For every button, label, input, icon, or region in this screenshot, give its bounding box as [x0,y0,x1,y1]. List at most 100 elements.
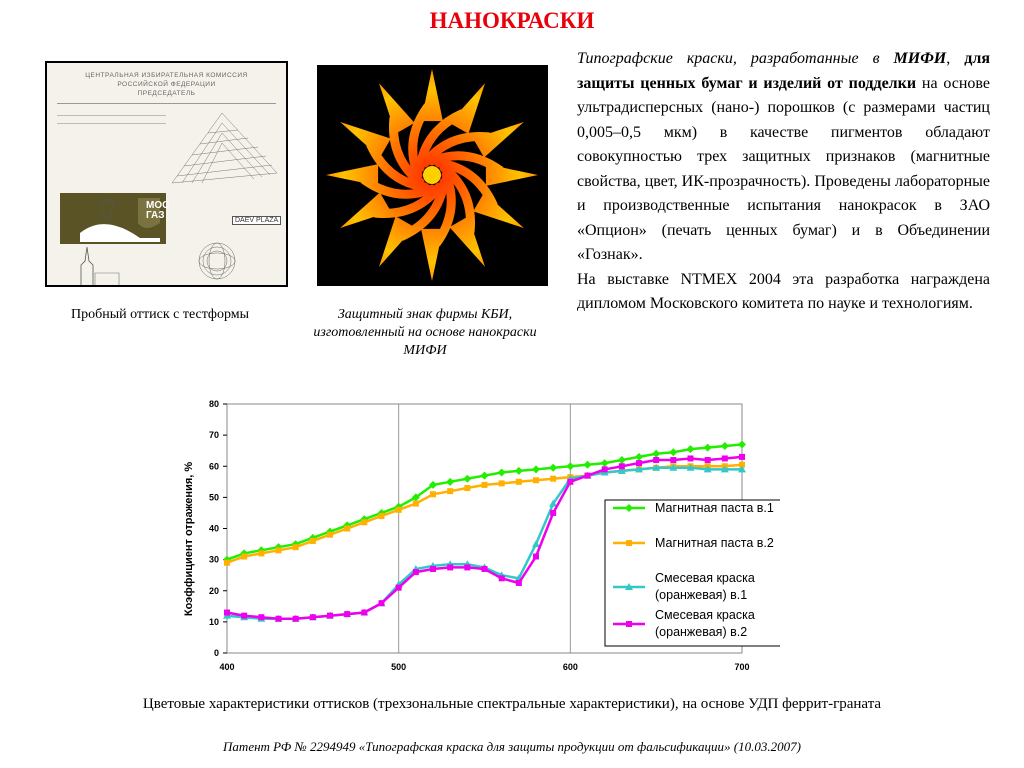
x-tick-label: 500 [391,662,406,672]
legend-label: (оранжевая) в.2 [655,625,747,639]
data-point [258,550,265,557]
data-point [686,463,695,471]
y-tick-label: 70 [209,430,219,440]
legend-marker [625,504,633,512]
data-point [687,455,694,462]
data-point [617,456,626,465]
data-point [361,519,368,526]
star-ray [449,83,485,134]
data-point [550,509,557,516]
header-line-2: РОССИЙСКОЙ ФЕДЕРАЦИИ [117,81,216,88]
data-point [669,463,678,471]
coat-of-arms-icon [100,198,114,222]
star-ray [379,216,415,267]
star-ray [473,122,524,158]
data-point [600,459,609,468]
star-ray [379,83,415,134]
data-point [395,506,402,513]
data-point [532,465,540,474]
security-mark-caption: Защитный знак фирмы КБИ, изготовленный н… [313,307,537,358]
legend-marker [626,540,632,546]
kremlin-tower-graphic [80,246,120,285]
sign-text: DAEV PLAZA [232,216,282,225]
test-print-image: ЦЕНТРАЛЬНАЯ ИЗБИРАТЕЛЬНАЯ КОМИССИЯ РОССИ… [45,61,288,287]
test-print-caption: Пробный оттиск с тестформы [70,307,250,322]
data-point [720,442,729,451]
data-point [670,457,677,464]
data-point [258,614,265,621]
y-tick-label: 40 [209,524,219,534]
legend-label: Магнитная паста в.2 [655,536,774,550]
mosgaz-logo: МОС ГАЗ [60,193,169,244]
data-point [497,468,506,477]
data-point [721,455,728,462]
data-point [532,540,540,548]
security-mark-image [317,65,548,286]
legend-marker [625,583,633,590]
data-point [308,533,317,542]
data-point [515,478,522,485]
y-tick-label: 30 [209,555,219,565]
legend-label: Смесевая краска [655,608,755,622]
data-point [327,531,333,538]
data-point [653,457,660,464]
data-point [515,579,522,586]
data-point [686,445,695,454]
data-point [720,465,729,473]
data-point [411,493,420,502]
data-point [429,480,437,489]
star-ray [473,192,524,228]
star-ray [340,122,391,158]
x-tick-label: 400 [219,662,234,672]
header-line-3: ПРЕДСЕДАТЕЛЬ [137,90,196,97]
data-point [309,537,316,544]
data-point [327,612,333,619]
data-point [584,472,591,479]
data-point [275,547,282,554]
data-point [241,553,248,560]
data-point [224,609,230,616]
data-point [549,499,558,507]
test-print-header: ЦЕНТРАЛЬНАЯ ИЗБИРАТЕЛЬНАЯ КОМИССИЯ РОССИ… [55,71,278,98]
data-point [275,615,282,622]
data-point [447,564,454,571]
data-point [344,611,351,618]
data-point [430,565,436,572]
divider [57,123,166,124]
data-point [652,463,661,471]
data-point [498,480,505,487]
data-point [533,553,539,560]
data-point [430,491,436,498]
data-point [601,466,608,473]
data-point [412,569,419,576]
y-tick-label: 0 [214,648,219,658]
data-point [464,564,471,571]
x-tick-label: 700 [734,662,749,672]
data-point [309,614,316,621]
data-point [344,525,351,532]
data-point [224,559,230,566]
data-point [395,584,402,591]
data-point [292,544,299,551]
data-point [566,462,575,471]
star-ray [340,192,391,228]
legend-label: Смесевая краска [655,571,755,585]
x-tick-label: 600 [563,662,578,672]
reflectance-chart: 400 500 600 700 0 10 20 30 40 50 60 70 80 Магнитная … [183,399,780,672]
data-point [550,475,557,482]
data-point [378,600,385,607]
star-ray [449,216,485,267]
star-swirl [439,163,476,236]
data-point [738,440,746,449]
description-paragraph-1: Типографские краски, разработанные в МИФ… [577,50,990,263]
data-point [447,488,454,495]
data-point [378,513,385,520]
header-line-1: ЦЕНТРАЛЬНАЯ ИЗБИРАТЕЛЬНАЯ КОМИССИЯ [85,72,248,79]
chart-caption: Цветовые характеристики оттисков (трехзо… [142,696,882,712]
description-paragraph-2: На выставке NTMEX 2004 эта разработка на… [577,270,990,313]
patent-note: Патент РФ № 2294949 «Типографская краска… [223,739,801,754]
y-tick-label: 80 [209,399,219,409]
data-point [739,453,745,460]
data-point [567,478,574,485]
data-point [703,465,712,473]
